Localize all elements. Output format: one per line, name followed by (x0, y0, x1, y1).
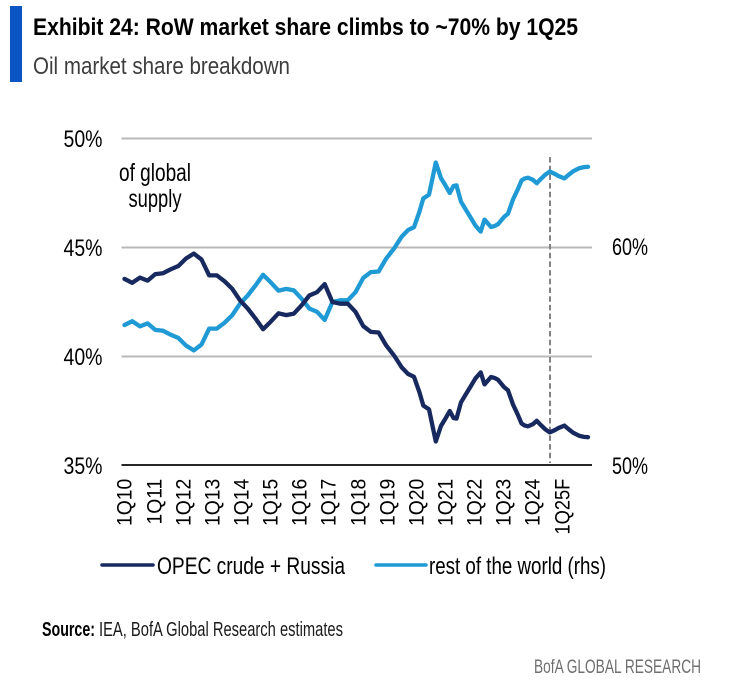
svg-text:rest of the world (rhs): rest of the world (rhs) (429, 553, 606, 580)
svg-text:40%: 40% (64, 344, 103, 371)
svg-text:IEA, BofA Global Research esti: IEA, BofA Global Research estimates (99, 619, 343, 641)
svg-text:Oil market share breakdown: Oil market share breakdown (33, 53, 290, 80)
svg-text:35%: 35% (64, 453, 103, 480)
svg-text:Exhibit 24: RoW market share c: Exhibit 24: RoW market share climbs to ~… (33, 14, 578, 41)
svg-text:OPEC crude + Russia: OPEC crude + Russia (157, 553, 346, 580)
svg-text:50%: 50% (64, 126, 103, 153)
svg-text:of global: of global (119, 159, 191, 187)
svg-text:45%: 45% (64, 235, 103, 262)
svg-text:supply: supply (129, 185, 182, 213)
svg-text:50%: 50% (612, 453, 648, 480)
svg-text:BofA GLOBAL RESEARCH: BofA GLOBAL RESEARCH (534, 657, 701, 678)
svg-text:60%: 60% (612, 234, 648, 261)
svg-text:Source:: Source: (42, 619, 95, 641)
